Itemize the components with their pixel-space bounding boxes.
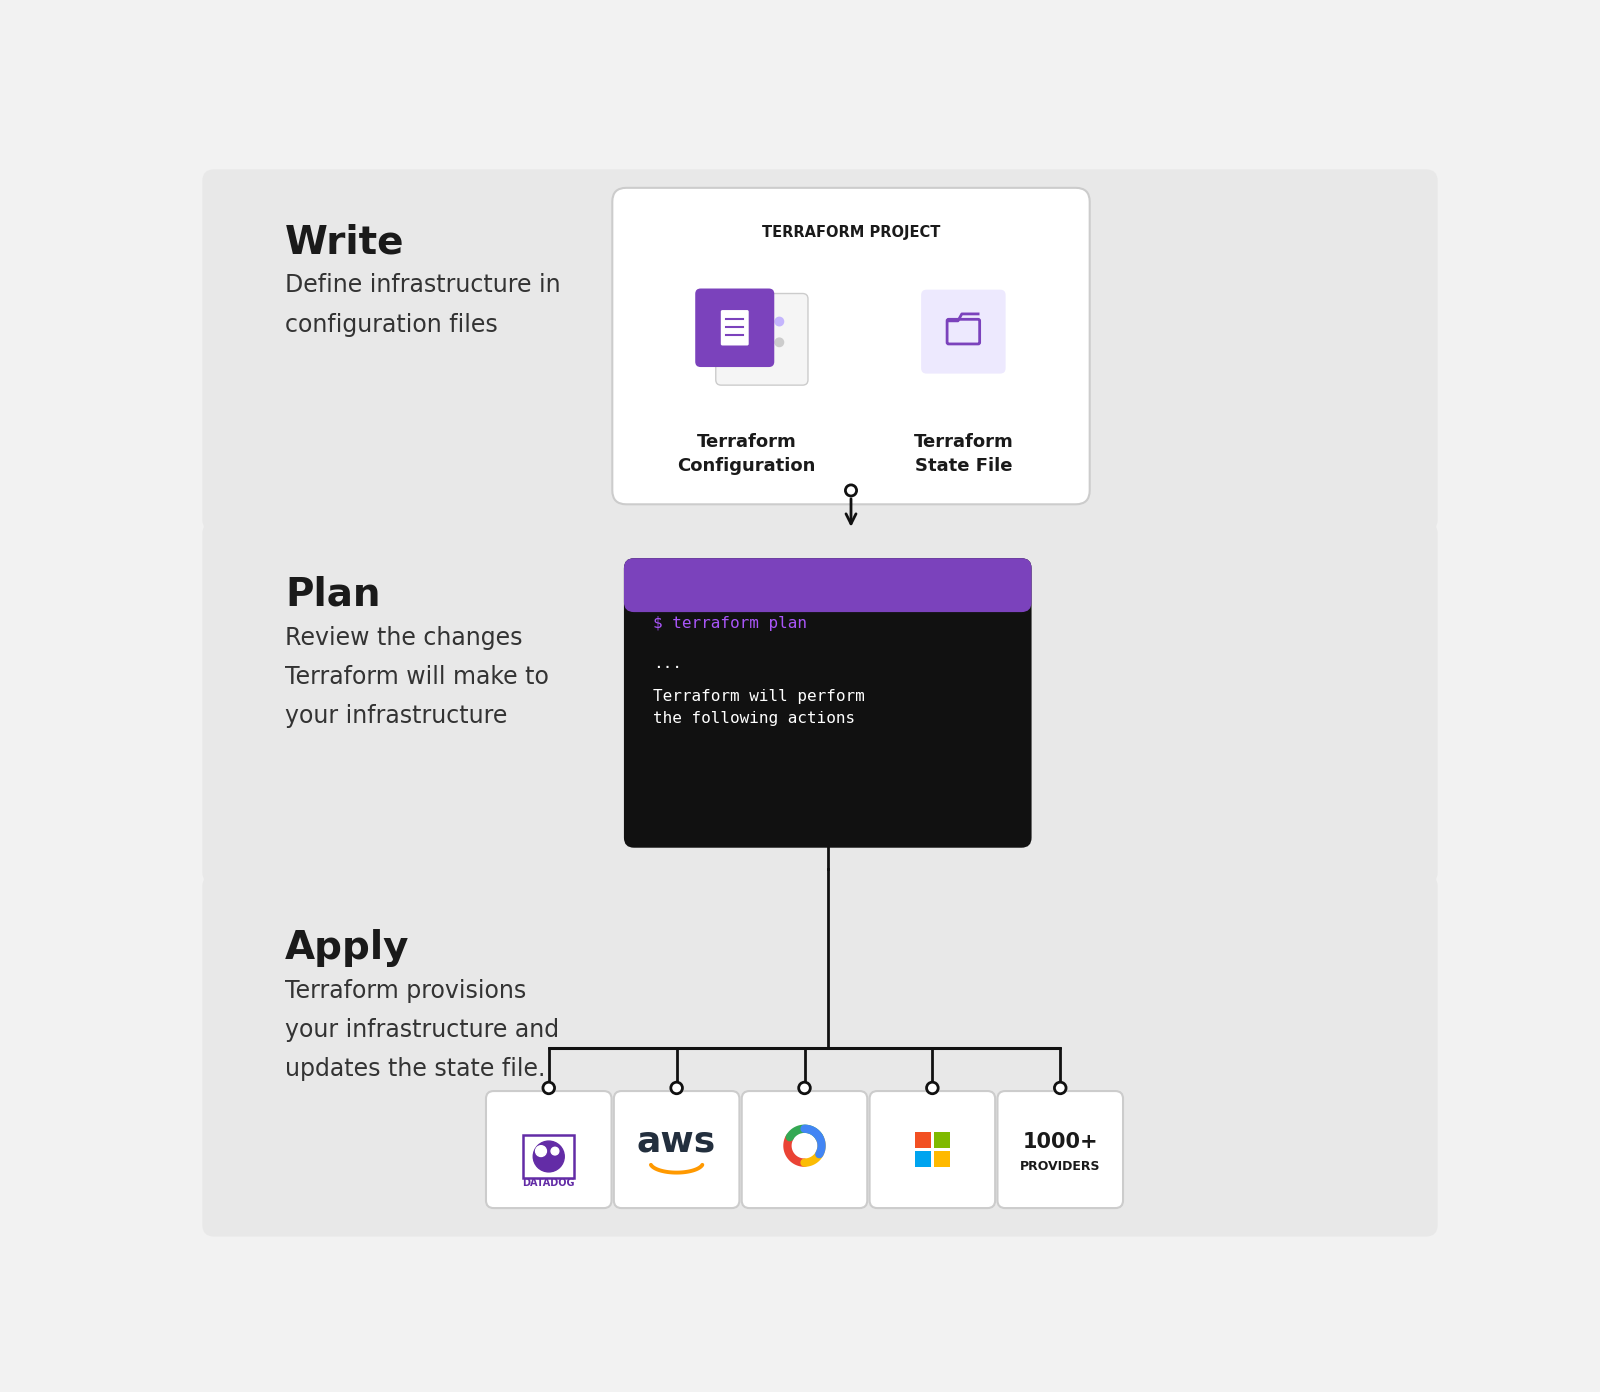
FancyBboxPatch shape — [722, 310, 749, 345]
FancyBboxPatch shape — [715, 294, 808, 386]
FancyBboxPatch shape — [915, 1132, 931, 1148]
FancyBboxPatch shape — [742, 1091, 867, 1208]
FancyBboxPatch shape — [915, 1151, 931, 1168]
Text: Terraform provisions
your infrastructure and
updates the state file.: Terraform provisions your infrastructure… — [285, 979, 560, 1082]
Circle shape — [670, 1082, 683, 1094]
FancyBboxPatch shape — [934, 1132, 950, 1148]
Text: PROVIDERS: PROVIDERS — [1021, 1160, 1101, 1173]
Circle shape — [536, 1146, 547, 1157]
FancyBboxPatch shape — [613, 188, 1090, 504]
Text: Terraform
Configuration: Terraform Configuration — [677, 433, 816, 475]
Circle shape — [926, 1082, 938, 1094]
FancyBboxPatch shape — [870, 1091, 995, 1208]
Circle shape — [1054, 1082, 1066, 1094]
Circle shape — [754, 338, 763, 347]
Text: Terraform
State File: Terraform State File — [914, 433, 1013, 475]
Text: Write: Write — [285, 223, 405, 262]
Text: Define infrastructure in
configuration files: Define infrastructure in configuration f… — [285, 273, 562, 337]
FancyBboxPatch shape — [202, 170, 1438, 532]
Circle shape — [754, 317, 763, 326]
Circle shape — [845, 484, 856, 496]
Circle shape — [550, 1147, 558, 1155]
Text: DATADOG: DATADOG — [523, 1179, 574, 1189]
FancyBboxPatch shape — [997, 1091, 1123, 1208]
Circle shape — [798, 1082, 810, 1094]
FancyBboxPatch shape — [934, 1151, 950, 1168]
Text: Terraform will perform
the following actions: Terraform will perform the following act… — [653, 689, 866, 727]
Circle shape — [533, 1141, 565, 1172]
Text: 1000+: 1000+ — [1022, 1132, 1098, 1151]
FancyBboxPatch shape — [202, 522, 1438, 884]
Circle shape — [774, 317, 784, 326]
Text: aws: aws — [637, 1125, 717, 1160]
FancyBboxPatch shape — [614, 1091, 739, 1208]
Circle shape — [733, 317, 742, 326]
FancyBboxPatch shape — [922, 290, 1006, 373]
Circle shape — [733, 338, 742, 347]
Circle shape — [774, 338, 784, 347]
FancyBboxPatch shape — [486, 1091, 611, 1208]
FancyBboxPatch shape — [523, 1134, 574, 1178]
Text: Plan: Plan — [285, 576, 381, 614]
FancyBboxPatch shape — [624, 558, 1032, 612]
Text: TERRAFORM PROJECT: TERRAFORM PROJECT — [762, 224, 941, 239]
FancyBboxPatch shape — [624, 558, 1032, 848]
FancyBboxPatch shape — [696, 288, 774, 367]
Text: Apply: Apply — [285, 928, 410, 966]
Text: $ terraform plan: $ terraform plan — [653, 615, 808, 631]
Circle shape — [542, 1082, 555, 1094]
Text: Review the changes
Terraform will make to
your infrastructure: Review the changes Terraform will make t… — [285, 626, 549, 728]
Text: ...: ... — [653, 656, 682, 671]
FancyBboxPatch shape — [634, 583, 1021, 603]
FancyBboxPatch shape — [202, 874, 1438, 1236]
